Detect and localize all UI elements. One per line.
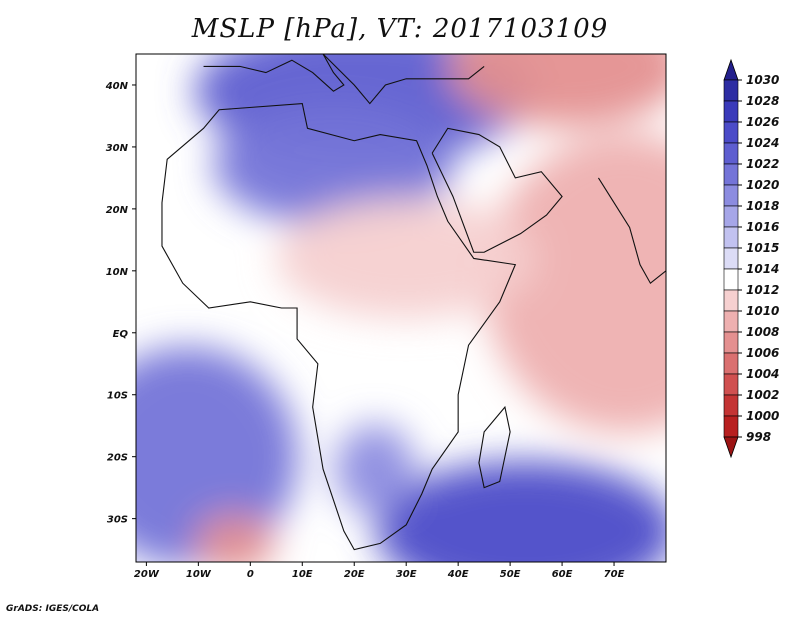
colorbar-segment: [723, 184, 739, 207]
chart-title: MSLP [hPa], VT: 2017103109: [191, 14, 609, 44]
colorbar-label: 1028: [746, 94, 779, 108]
colorbar-segment: [723, 289, 739, 312]
cell-south-atlantic-high: [136, 346, 298, 562]
cell-indian-ocean-high: [375, 461, 666, 562]
colorbar-label: 1006: [746, 346, 779, 360]
colorbar-top-arrow: [723, 58, 739, 81]
colorbar-segment: [723, 373, 739, 396]
colorbar-segment: [723, 121, 739, 144]
colorbar-label: 1018: [746, 199, 779, 213]
coastlines: [161, 54, 666, 551]
colorbar-label: 1012: [746, 283, 779, 297]
colorbar-label: 1022: [746, 157, 779, 171]
europe-coast: [203, 54, 485, 105]
colorbar-label: 1002: [746, 388, 779, 402]
pressure-cells: [136, 54, 666, 562]
cell-namibia-high: [335, 424, 416, 515]
africa-coast: [161, 102, 517, 551]
colorbar-segment: [723, 352, 739, 375]
colorbar-segment: [723, 331, 739, 354]
colorbar-label: 1020: [746, 178, 779, 192]
lon-tick-label: 70E: [604, 569, 625, 580]
colorbar-segment: [723, 142, 739, 165]
colorbar-segment: [723, 310, 739, 333]
lon-tick-label: 20W: [134, 569, 160, 580]
lat-tick-label: 10S: [107, 391, 128, 402]
arabia-coast: [431, 127, 563, 253]
colorbar-label: 1015: [746, 241, 779, 255]
colorbar-label: 1010: [746, 304, 779, 318]
colorbar-segment: [723, 100, 739, 123]
colorbar-label: 1030: [746, 73, 779, 87]
colorbar-segment: [723, 394, 739, 417]
lat-tick-label: 40N: [105, 81, 129, 92]
colorbar-label: 1000: [746, 409, 779, 423]
colorbar-label: 1016: [746, 220, 779, 234]
cell-southwest-low: [194, 513, 275, 562]
lon-tick-label: 60E: [552, 569, 573, 580]
colorbar-segment: [723, 415, 739, 438]
lat-tick-label: 20S: [107, 453, 128, 464]
colorbar: 1030 1028 1026 1024 1022 1020 1018 1016 1015 1014…: [723, 58, 779, 459]
lon-tick-label: 30E: [396, 569, 417, 580]
lon-tick-label: 10W: [186, 569, 212, 580]
colorbar-segment: [723, 247, 739, 270]
cell-arabian-sea-low: [484, 133, 666, 434]
colorbar-label: 998: [746, 430, 771, 444]
plot-frame: [135, 53, 667, 563]
colorbar-label: 1026: [746, 115, 779, 129]
lon-tick-label: 50E: [500, 569, 521, 580]
colorbar-segment: [723, 205, 739, 228]
lat-tick-label: 10N: [106, 267, 129, 278]
cell-sahel-low: [276, 198, 537, 319]
colorbar-label: 1014: [746, 262, 779, 276]
lon-tick-label: 10E: [292, 569, 313, 580]
lat-tick-label: 20N: [106, 205, 129, 216]
cell-libya-high: [213, 105, 454, 226]
colorbar-segment: [723, 226, 739, 249]
cell-central-asia-low: [447, 54, 666, 127]
colorbar-bottom-arrow: [723, 436, 739, 459]
colorbar-segment: [723, 79, 739, 102]
grads-credit: GrADS: IGES/COLA: [6, 604, 100, 614]
colorbar-segment: [723, 268, 739, 291]
pressure-field: [136, 54, 666, 562]
lat-tick-label: 30N: [106, 143, 129, 154]
lon-tick-label: 40E: [447, 569, 469, 580]
colorbar-label: 1004: [746, 367, 779, 381]
colorbar-label: 1008: [746, 325, 779, 339]
colorbar-label: 1024: [746, 136, 779, 150]
india-coast: [597, 177, 666, 285]
lon-tick-label: 0: [247, 569, 254, 580]
madagascar-coast: [478, 405, 511, 489]
lat-tick-label: 30S: [107, 515, 128, 526]
colorbar-segment: [723, 163, 739, 186]
lat-tick-label: EQ: [113, 329, 129, 340]
lon-tick-label: 20E: [344, 569, 365, 580]
